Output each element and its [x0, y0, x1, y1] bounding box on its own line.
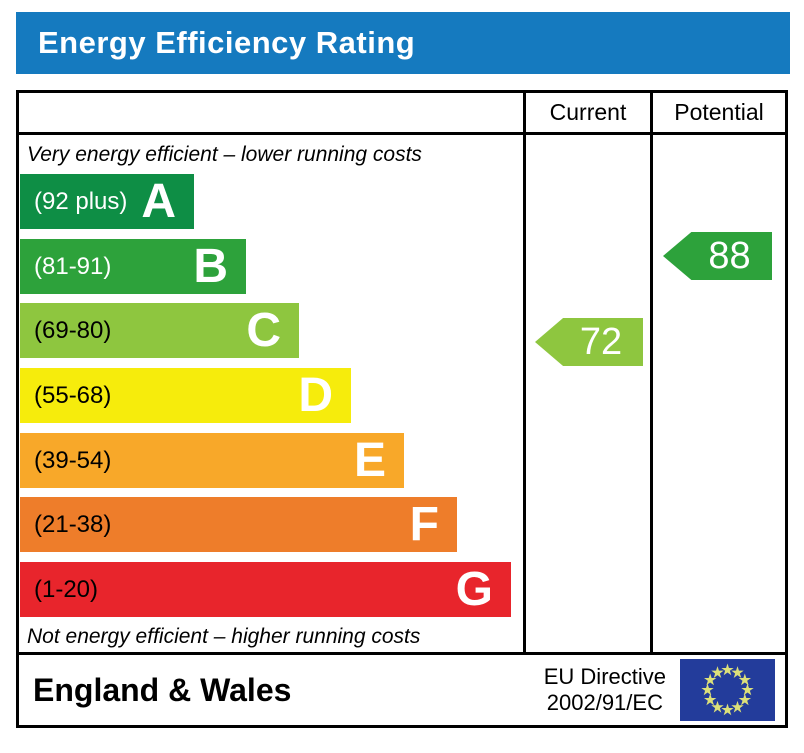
- column-header-current: Current: [526, 93, 653, 135]
- column-header-potential: Potential: [653, 93, 785, 135]
- eu-flag-icon: [680, 659, 775, 721]
- band-letter-C: C: [246, 303, 281, 357]
- footer: England & Wales EU Directive 2002/91/EC: [19, 652, 785, 725]
- band-row-F: (21-38) F: [20, 497, 457, 552]
- eu-flag-star: [721, 663, 734, 676]
- eu-flag-star: [704, 673, 717, 686]
- eu-flag-star: [731, 700, 744, 713]
- band-letter-G: G: [455, 562, 493, 616]
- page-title: Energy Efficiency Rating: [16, 12, 790, 74]
- potential-column: 88: [653, 135, 785, 652]
- eu-flag-star: [711, 666, 724, 678]
- rating-scale-area: Very energy efficient – lower running co…: [19, 135, 526, 652]
- eu-flag-star: [741, 683, 754, 696]
- rating-table: Current Potential Very energy efficient …: [16, 90, 788, 728]
- band-row-G: (1-20) G: [20, 562, 511, 617]
- band-range-label-A: (92 plus): [34, 187, 128, 215]
- band-row-E: (39-54) E: [20, 433, 404, 488]
- eu-flag-star: [731, 666, 744, 678]
- current-rating-arrow: 72: [535, 318, 643, 366]
- band-letter-F: F: [409, 497, 439, 551]
- band-range-label-E: (39-54): [34, 446, 112, 474]
- band-row-D: (55-68) D: [20, 368, 351, 423]
- band-range-label-B: (81-91): [34, 252, 112, 280]
- band-letter-D: D: [298, 368, 333, 422]
- band-letter-E: E: [353, 433, 386, 487]
- eu-flag-star: [701, 683, 714, 696]
- eu-flag-star: [704, 693, 717, 706]
- eu-flag-star: [721, 703, 734, 716]
- band-letter-A: A: [141, 174, 176, 228]
- band-row-A: (92 plus) A: [20, 174, 194, 229]
- band-range-label-F: (21-38): [34, 510, 112, 538]
- band-row-C: (69-80) C: [20, 303, 299, 358]
- top-note: Very energy efficient – lower running co…: [27, 143, 422, 166]
- eu-directive-line1: EU Directive: [543, 664, 666, 689]
- band-row-B: (81-91) B: [20, 239, 246, 294]
- bottom-note: Not energy efficient – higher running co…: [27, 625, 421, 648]
- eu-flag-star: [738, 693, 751, 706]
- band-range-label-D: (55-68): [34, 381, 112, 409]
- eu-flag-star: [711, 700, 724, 713]
- page-title-text: Energy Efficiency Rating: [38, 25, 416, 60]
- eu-directive-line2: 2002/91/EC: [546, 690, 663, 715]
- band-range-label-C: (69-80): [34, 316, 112, 344]
- eu-directive-label: EU Directive 2002/91/EC: [544, 664, 666, 716]
- current-column: 72: [526, 135, 653, 652]
- potential-rating-value: 88: [708, 234, 751, 277]
- eu-flag-star: [738, 673, 751, 686]
- region-label: England & Wales: [33, 671, 292, 708]
- current-rating-value: 72: [579, 320, 623, 363]
- chart-header-cell-empty: [19, 93, 526, 135]
- potential-rating-arrow: 88: [663, 232, 772, 280]
- band-letter-B: B: [193, 239, 228, 293]
- band-range-label-G: (1-20): [34, 575, 99, 603]
